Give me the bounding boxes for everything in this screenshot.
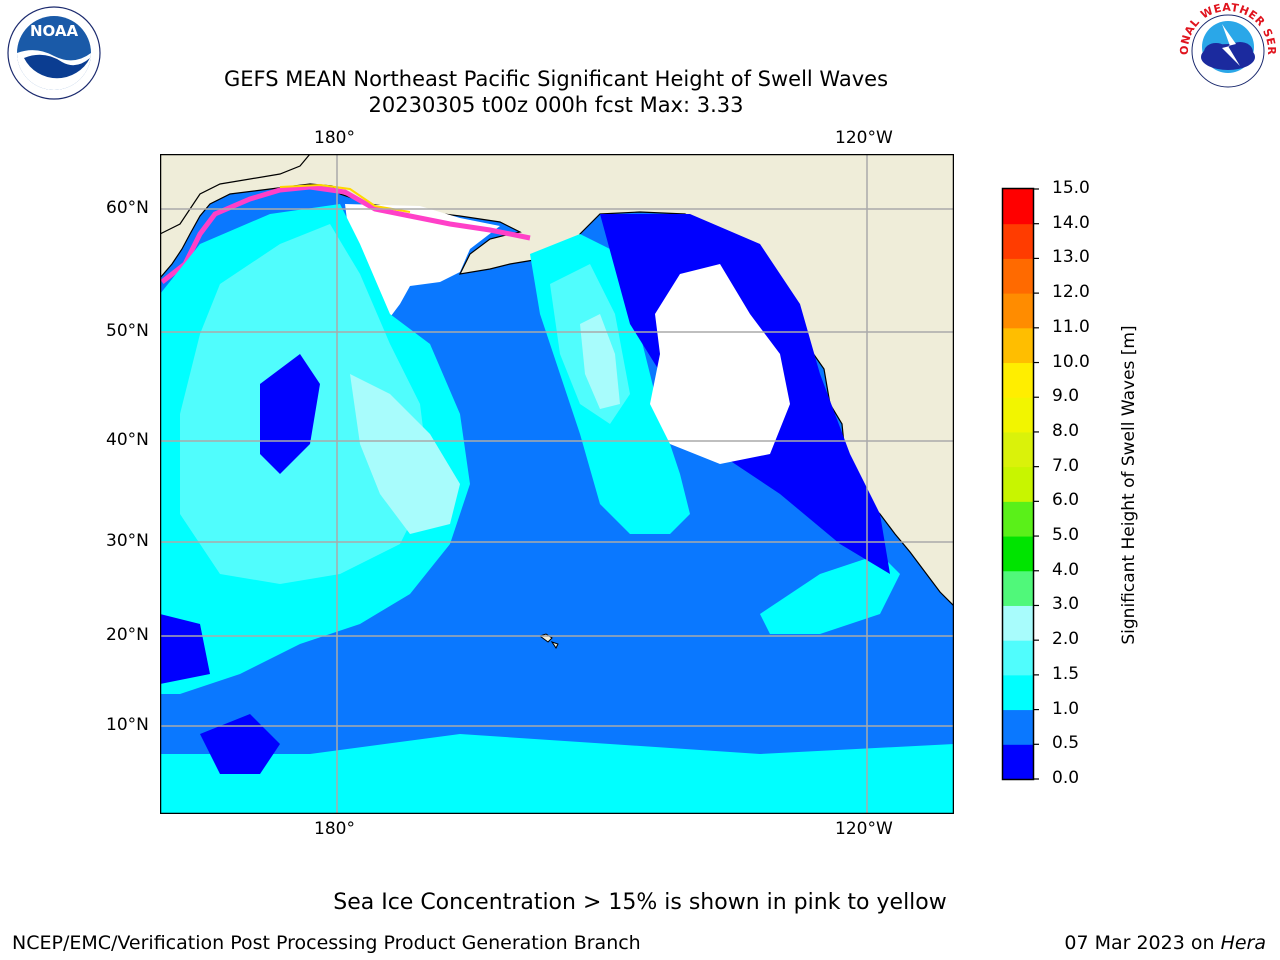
lat-tick-50n: 50°N (106, 321, 149, 341)
land-chukotka (160, 154, 311, 235)
colorbar-bin (1003, 501, 1033, 537)
map-frame (160, 154, 954, 814)
sea-ice-edge-west (160, 184, 531, 284)
colorbar-tick-label: 11.0 (1052, 316, 1090, 337)
no-data-bering (345, 204, 500, 324)
lon-tick-bottom-120w: 120°W (835, 819, 893, 839)
colorbar-bin (1003, 536, 1033, 572)
colorbar-bin (1003, 397, 1033, 433)
map-grid (160, 154, 954, 814)
colorbar-tick-label: 1.5 (1052, 663, 1080, 684)
footer-source: NCEP/EMC/Verification Post Processing Pr… (12, 932, 641, 954)
colorbar-tick-label: 0.0 (1052, 768, 1080, 788)
colorbar (1001, 187, 1039, 781)
colorbar-tick-label: 2.0 (1052, 629, 1080, 650)
colorbar-bin (1003, 570, 1033, 606)
colorbar-bin (1003, 674, 1033, 711)
footer-host: Hera (1220, 932, 1266, 954)
colorbar-tick-label: 6.0 (1052, 490, 1080, 511)
colorbar-bin (1003, 431, 1033, 468)
map-subtitle: 20230305 t00z 000h fcst Max: 3.33 (368, 93, 744, 117)
swell-pale-central (580, 314, 620, 409)
colorbar-bin (1003, 605, 1033, 641)
swell-cyan-south (160, 734, 954, 814)
noaa-logo: NOAA (7, 6, 101, 100)
colorbar-bin (1003, 709, 1033, 745)
lat-tick-30n: 30°N (106, 531, 149, 551)
colorbar-bin (1003, 744, 1033, 780)
sea-ice-note: Sea Ice Concentration > 15% is shown in … (333, 890, 947, 915)
lon-tick-bottom-180: 180° (314, 819, 355, 839)
colorbar-bin (1003, 327, 1033, 364)
colorbar-tick-label: 9.0 (1052, 386, 1080, 407)
land-hawaii (538, 633, 559, 649)
nws-logo: NATIONAL WEATHER SERVICE (1178, 2, 1278, 98)
colorbar-tick-label: 7.0 (1052, 455, 1080, 476)
sea-ice-edge-fringe (279, 183, 411, 213)
colorbar-bin (1003, 362, 1033, 398)
colorbar-bin (1003, 293, 1033, 329)
no-data-gulf (650, 264, 790, 464)
lon-tick-top-180: 180° (314, 128, 355, 148)
colorbar-bin (1003, 258, 1033, 294)
colorbar-tick-label: 3.0 (1052, 594, 1080, 615)
footer-date-text: 07 Mar 2023 on (1064, 932, 1221, 954)
lon-tick-top-120w: 120°W (835, 128, 893, 148)
swell-darkblue-southwest (200, 714, 280, 774)
colorbar-tick-label: 14.0 (1052, 212, 1090, 233)
colorbar-tick-label: 4.0 (1052, 559, 1080, 580)
lat-tick-40n: 40°N (106, 430, 149, 450)
footer-date: 07 Mar 2023 on Hera (1064, 932, 1266, 954)
colorbar-bin (1003, 189, 1033, 225)
lat-tick-10n: 10°N (106, 715, 149, 735)
colorbar-tick-labels: 15.0 14.0 13.0 12.0 11.0 10.0 9.0 8.0 7.0 6.0 5.0 4… (1052, 178, 1112, 798)
lat-tick-20n: 20°N (106, 625, 149, 645)
colorbar-tick-label: 5.0 (1052, 525, 1080, 546)
colorbar-frame (1001, 187, 1035, 781)
noaa-logo-text: NOAA (30, 22, 79, 40)
colorbar-tick-label: 13.0 (1052, 247, 1090, 268)
swell-darkblue-west (260, 354, 320, 474)
lat-tick-60n: 60°N (106, 198, 149, 218)
map-title: GEFS MEAN Northeast Pacific Significant … (223, 67, 889, 91)
colorbar-bin (1003, 223, 1033, 259)
colorbar-tick-label: 8.0 (1052, 420, 1080, 441)
swell-pale-west (350, 374, 460, 534)
swell-height-map (160, 154, 954, 814)
colorbar-tick-label: 15.0 (1052, 178, 1090, 198)
colorbar-tick-label: 10.0 (1052, 351, 1090, 372)
colorbar-tick-label: 1.0 (1052, 698, 1080, 719)
swell-cyan-east (760, 554, 900, 634)
colorbar-label: Significant Height of Swell Waves [m] (1119, 325, 1139, 645)
colorbar-bin (1003, 640, 1033, 676)
colorbar-bin (1003, 466, 1033, 502)
colorbar-tick-label: 0.5 (1052, 733, 1080, 754)
swell-darkblue-edge (160, 614, 210, 684)
colorbar-tick-label: 12.0 (1052, 282, 1090, 303)
